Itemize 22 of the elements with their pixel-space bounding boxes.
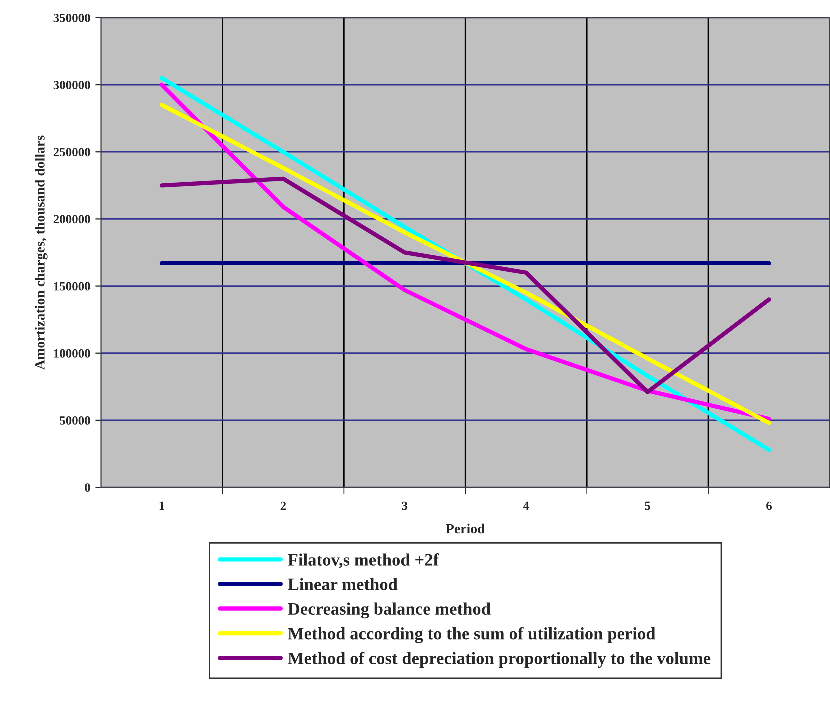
x-axis-title: Period xyxy=(446,524,486,534)
y-tick-label: 50000 xyxy=(60,416,90,425)
x-tick-label: 5 xyxy=(645,502,650,510)
y-tick-label: 0 xyxy=(85,484,90,492)
legend-label: Linear method xyxy=(288,578,398,590)
x-tick-label: 1 xyxy=(160,502,164,510)
y-tick-label: 250000 xyxy=(54,148,90,157)
line-series xyxy=(160,176,772,394)
x-tick-label: 3 xyxy=(402,502,408,510)
y-axis-title: Amortization charges, thousand dollars xyxy=(35,136,48,370)
legend-label: Method according to the sum of utilization period xyxy=(288,627,656,644)
x-tick-label: 2 xyxy=(280,502,286,510)
y-tick-label: 200000 xyxy=(54,215,90,224)
y-tick-label: 300000 xyxy=(54,81,90,90)
y-tick-label: 150000 xyxy=(54,282,90,291)
x-tick-label: 4 xyxy=(523,502,530,510)
legend-label: Filatov,s method +2f xyxy=(288,554,440,568)
y-tick-label: 350000 xyxy=(54,14,90,22)
x-tick-label: 6 xyxy=(766,502,772,510)
y-tick-label: 100000 xyxy=(54,349,90,358)
legend-label: Decreasing balance method xyxy=(288,602,491,619)
legend-label: Method of cost depreciation proportionally to the volume xyxy=(288,652,711,668)
